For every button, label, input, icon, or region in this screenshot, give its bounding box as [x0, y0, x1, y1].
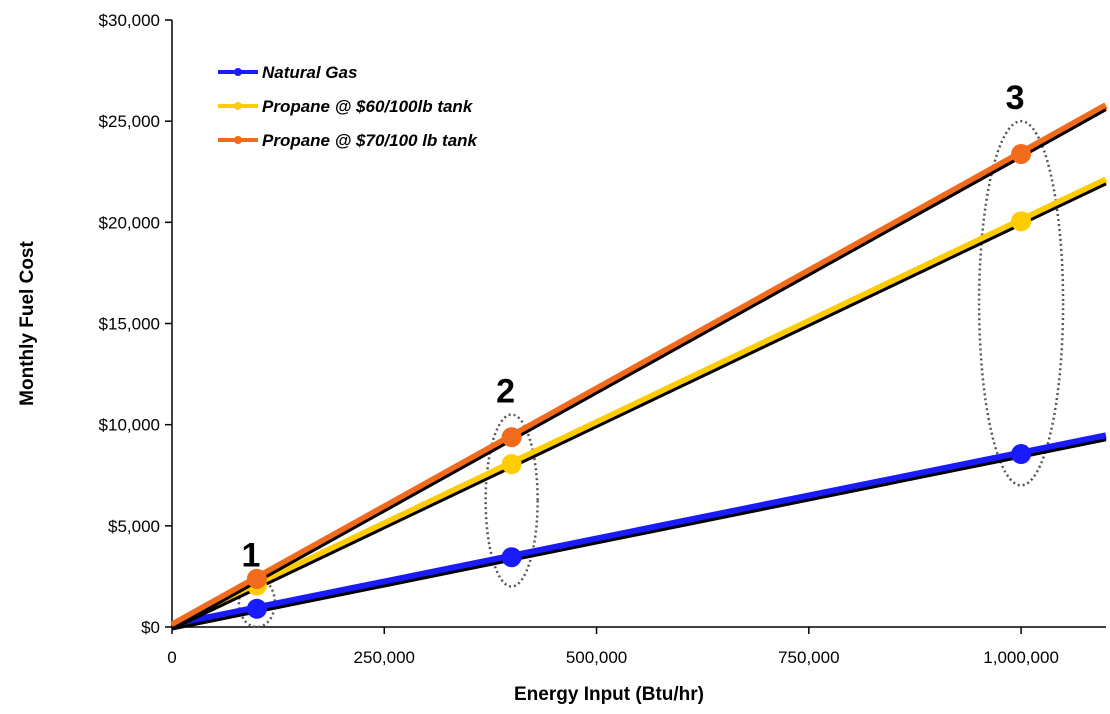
callout-ellipse [977, 119, 1065, 487]
series-group [171, 432, 1107, 631]
data-point [501, 427, 522, 448]
x-tick-label: 0 [167, 648, 176, 667]
data-point [246, 568, 267, 589]
y-tick-label: $20,000 [99, 213, 160, 232]
callout-ellipse [484, 413, 539, 588]
series-group [170, 176, 1108, 631]
series-line-shadow [171, 438, 1107, 631]
callout-number: 2 [496, 373, 515, 411]
y-tick-label: $0 [141, 618, 160, 637]
data-point [501, 547, 522, 568]
y-tick-label: $30,000 [99, 11, 160, 30]
y-axis-title: Monthly Fuel Cost [17, 241, 38, 406]
series-line [170, 102, 1108, 629]
y-tick-label: $10,000 [99, 416, 160, 435]
x-tick-label: 1,000,000 [983, 648, 1059, 667]
data-point [1011, 143, 1032, 164]
y-tick-label: $15,000 [99, 315, 160, 334]
data-point [246, 598, 267, 619]
y-tick-label: $25,000 [99, 112, 160, 131]
legend-label: Natural Gas [262, 63, 357, 82]
x-tick-label: 750,000 [778, 648, 839, 667]
legend-marker [234, 102, 242, 110]
legend-marker [234, 68, 242, 76]
axes: $0 $5,000 $10,000 $15,000 $20,000 $25,000 $30,… [99, 11, 1106, 667]
x-axis-title: Energy Input (Btu/hr) [514, 684, 704, 705]
x-tick-label: 250,000 [354, 648, 415, 667]
legend-label: Propane @ $70/100 lb tank [262, 131, 479, 150]
data-point [501, 454, 522, 475]
series-group [170, 102, 1108, 631]
annotations: 1 2 3 [237, 79, 1065, 629]
callout-number: 3 [1006, 79, 1025, 117]
series-line [171, 432, 1107, 629]
legend-label: Propane @ $60/100lb tank [262, 97, 474, 116]
data-point [1011, 444, 1032, 465]
series-lines [170, 102, 1108, 631]
x-tick-label: 500,000 [566, 648, 627, 667]
legend: Natural Gas Propane @ $60/100lb tank Propa… [218, 63, 479, 150]
series-line-shadow [171, 182, 1107, 631]
data-point [1011, 211, 1032, 232]
legend-marker [234, 136, 242, 144]
series-line [170, 176, 1108, 629]
y-tick-label: $5,000 [108, 517, 160, 536]
series-line-shadow [171, 108, 1107, 631]
callout-number: 1 [241, 536, 260, 574]
